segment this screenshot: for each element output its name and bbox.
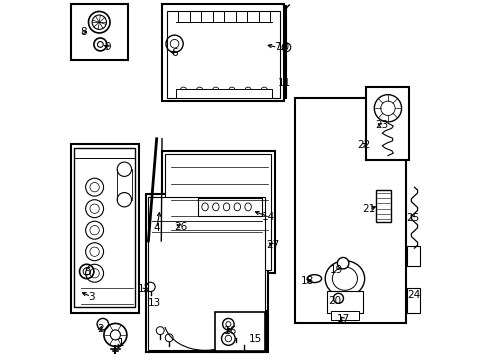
- Text: 27: 27: [265, 240, 279, 250]
- Text: 17: 17: [336, 314, 349, 324]
- Text: 12: 12: [138, 284, 151, 294]
- Ellipse shape: [191, 253, 203, 265]
- Text: 7: 7: [274, 42, 280, 52]
- Bar: [145, 194, 267, 352]
- Text: 18: 18: [300, 276, 313, 286]
- Ellipse shape: [223, 203, 229, 211]
- Text: 1: 1: [117, 338, 124, 348]
- Text: 21: 21: [362, 204, 375, 215]
- Text: 16: 16: [224, 326, 237, 336]
- Bar: [164, 154, 271, 270]
- Text: 5: 5: [84, 267, 91, 277]
- Bar: [70, 144, 139, 313]
- Bar: [326, 291, 362, 313]
- Bar: [167, 12, 279, 98]
- Ellipse shape: [243, 253, 254, 265]
- Bar: [376, 190, 390, 222]
- Text: 10: 10: [276, 42, 289, 52]
- Text: 6: 6: [171, 48, 178, 58]
- Text: 14: 14: [262, 212, 275, 221]
- Ellipse shape: [337, 257, 348, 269]
- Ellipse shape: [202, 203, 208, 211]
- Text: 4: 4: [153, 224, 160, 233]
- Bar: [148, 197, 264, 350]
- Ellipse shape: [325, 261, 364, 297]
- Text: 25: 25: [406, 213, 419, 222]
- Text: 15: 15: [248, 333, 262, 343]
- Ellipse shape: [244, 203, 251, 211]
- Text: 8: 8: [80, 27, 86, 37]
- Bar: [215, 312, 265, 351]
- Text: 22: 22: [356, 140, 369, 150]
- Text: 20: 20: [327, 296, 341, 306]
- Text: 11: 11: [278, 78, 291, 88]
- Bar: [366, 87, 408, 160]
- Bar: [330, 311, 359, 320]
- Ellipse shape: [225, 253, 237, 265]
- Bar: [214, 311, 265, 352]
- Text: 3: 3: [87, 292, 94, 302]
- Bar: [162, 4, 284, 101]
- Ellipse shape: [306, 275, 321, 283]
- Bar: [162, 151, 274, 273]
- Text: 2: 2: [97, 324, 103, 334]
- Bar: [175, 89, 272, 98]
- Text: 9: 9: [104, 42, 111, 51]
- Bar: [70, 4, 128, 60]
- Bar: [294, 98, 405, 323]
- Text: 23: 23: [374, 121, 387, 130]
- Ellipse shape: [212, 203, 219, 211]
- Ellipse shape: [234, 203, 240, 211]
- Text: 13: 13: [147, 298, 161, 308]
- Text: 19: 19: [328, 265, 342, 275]
- Text: 26: 26: [174, 222, 187, 231]
- Ellipse shape: [333, 293, 343, 303]
- Ellipse shape: [332, 267, 357, 290]
- Ellipse shape: [208, 253, 220, 265]
- Ellipse shape: [174, 253, 185, 265]
- Text: 24: 24: [407, 291, 420, 301]
